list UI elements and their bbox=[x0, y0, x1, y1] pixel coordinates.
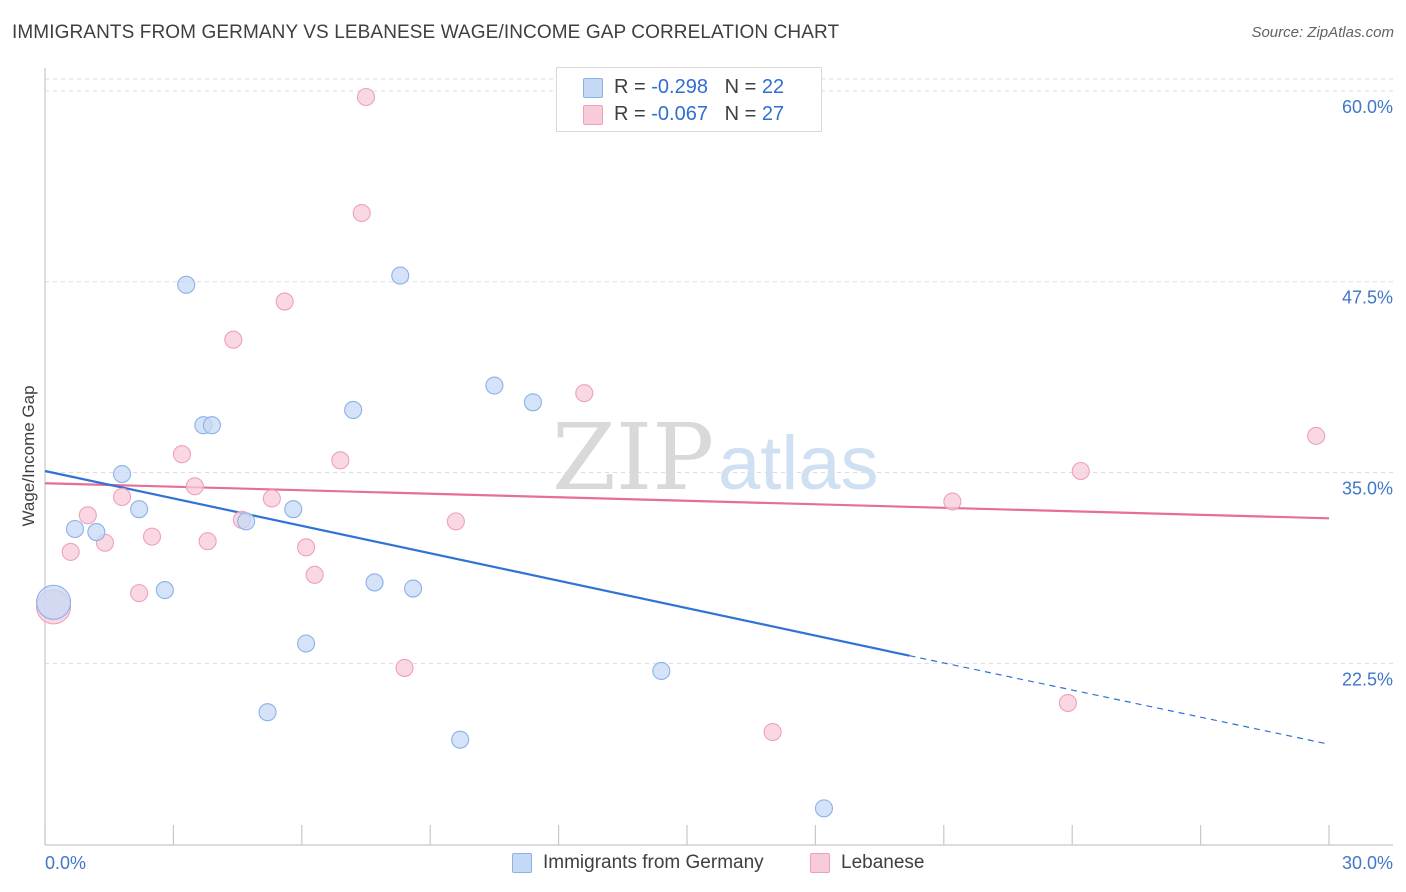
lebanese-point[interactable] bbox=[112, 487, 132, 507]
lebanese-r-label: R = bbox=[614, 103, 652, 125]
germany-point[interactable] bbox=[87, 523, 106, 542]
germany-point[interactable] bbox=[485, 376, 504, 395]
germany-point[interactable] bbox=[451, 730, 470, 749]
germany-point[interactable] bbox=[297, 634, 316, 653]
germany-point[interactable] bbox=[130, 500, 149, 519]
lebanese-legend-swatch bbox=[810, 853, 830, 873]
germany-trend-line bbox=[44, 469, 910, 657]
lebanese-point[interactable] bbox=[61, 542, 80, 561]
watermark-atlas: atlas bbox=[718, 421, 879, 506]
germany-trend-extension bbox=[909, 655, 1330, 745]
watermark-zip: ZIP bbox=[552, 404, 714, 511]
source-credit: Source: ZipAtlas.com bbox=[1251, 24, 1394, 41]
lebanese-point[interactable] bbox=[1307, 426, 1326, 445]
lebanese-point[interactable] bbox=[198, 532, 217, 551]
stats-legend: R = -0.298 N = 22 R = -0.067 N = 27 bbox=[556, 67, 822, 132]
germany-n-label: N = bbox=[724, 76, 762, 98]
lebanese-point[interactable] bbox=[331, 451, 350, 470]
lebanese-point[interactable] bbox=[356, 87, 376, 107]
lebanese-point[interactable] bbox=[142, 527, 162, 546]
lebanese-point[interactable] bbox=[305, 565, 324, 584]
lebanese-point[interactable] bbox=[130, 584, 149, 603]
lebanese-point[interactable] bbox=[224, 330, 243, 349]
germany-point[interactable] bbox=[65, 519, 85, 539]
gridlines bbox=[45, 78, 1393, 664]
lebanese-point[interactable] bbox=[78, 506, 97, 525]
lebanese-point[interactable] bbox=[262, 489, 281, 508]
lebanese-point[interactable] bbox=[446, 512, 465, 531]
x-ticks bbox=[44, 825, 1330, 845]
lebanese-n-value: 27 bbox=[761, 103, 785, 125]
germany-r-label: R = bbox=[614, 76, 652, 98]
germany-point[interactable] bbox=[344, 400, 363, 419]
germany-legend-label: Immigrants from Germany bbox=[543, 852, 764, 873]
germany-point[interactable] bbox=[523, 393, 542, 412]
germany-point[interactable] bbox=[391, 266, 410, 285]
lebanese-r-value: -0.067 bbox=[651, 103, 708, 125]
germany-point[interactable] bbox=[814, 799, 834, 818]
axes bbox=[44, 68, 1393, 846]
lebanese-trend-line bbox=[44, 482, 1330, 520]
germany-point[interactable] bbox=[155, 581, 174, 600]
lebanese-point[interactable] bbox=[172, 445, 192, 464]
y-axis-label: Wage/Income Gap bbox=[19, 385, 38, 526]
y-tick-label: 35.0% bbox=[1342, 479, 1393, 499]
germany-point[interactable] bbox=[202, 416, 221, 435]
germany-legend-swatch bbox=[512, 853, 532, 873]
lebanese-point[interactable] bbox=[943, 492, 962, 511]
germany-point[interactable] bbox=[36, 584, 72, 620]
y-tick-label: 47.5% bbox=[1342, 288, 1393, 308]
germany-swatch bbox=[583, 78, 603, 98]
germany-point[interactable] bbox=[284, 500, 303, 519]
germany-n-value: 22 bbox=[761, 76, 785, 98]
lebanese-point[interactable] bbox=[297, 538, 316, 557]
germany-point[interactable] bbox=[652, 661, 671, 681]
x-tick-label-max: 30.0% bbox=[1342, 853, 1393, 873]
y-tick-labels: 22.5% 35.0% 47.5% 60.0% bbox=[1342, 97, 1393, 689]
germany-r-value: -0.298 bbox=[651, 76, 708, 98]
germany-point[interactable] bbox=[177, 275, 196, 294]
chart-title: IMMIGRANTS FROM GERMANY VS LEBANESE WAGE… bbox=[12, 22, 840, 43]
germany-point[interactable] bbox=[237, 512, 256, 531]
germany-point[interactable] bbox=[365, 573, 384, 592]
lebanese-legend-label: Lebanese bbox=[841, 852, 925, 873]
lebanese-point[interactable] bbox=[763, 722, 782, 742]
germany-point[interactable] bbox=[112, 465, 132, 484]
germany-point[interactable] bbox=[258, 703, 277, 722]
lebanese-point[interactable] bbox=[1058, 693, 1077, 713]
lebanese-n-label: N = bbox=[724, 103, 762, 125]
lebanese-swatch bbox=[583, 105, 603, 125]
lebanese-point[interactable] bbox=[185, 477, 204, 496]
lebanese-point[interactable] bbox=[1071, 461, 1090, 481]
x-tick-label-min: 0.0% bbox=[45, 853, 86, 873]
lebanese-point[interactable] bbox=[275, 292, 294, 311]
data-points bbox=[36, 87, 1326, 818]
y-tick-label: 60.0% bbox=[1342, 97, 1393, 117]
germany-point[interactable] bbox=[404, 579, 423, 598]
trend-lines bbox=[44, 469, 1330, 745]
y-tick-label: 22.5% bbox=[1342, 669, 1393, 689]
lebanese-point[interactable] bbox=[352, 203, 371, 223]
lebanese-point[interactable] bbox=[395, 658, 414, 677]
lebanese-point[interactable] bbox=[575, 384, 594, 403]
